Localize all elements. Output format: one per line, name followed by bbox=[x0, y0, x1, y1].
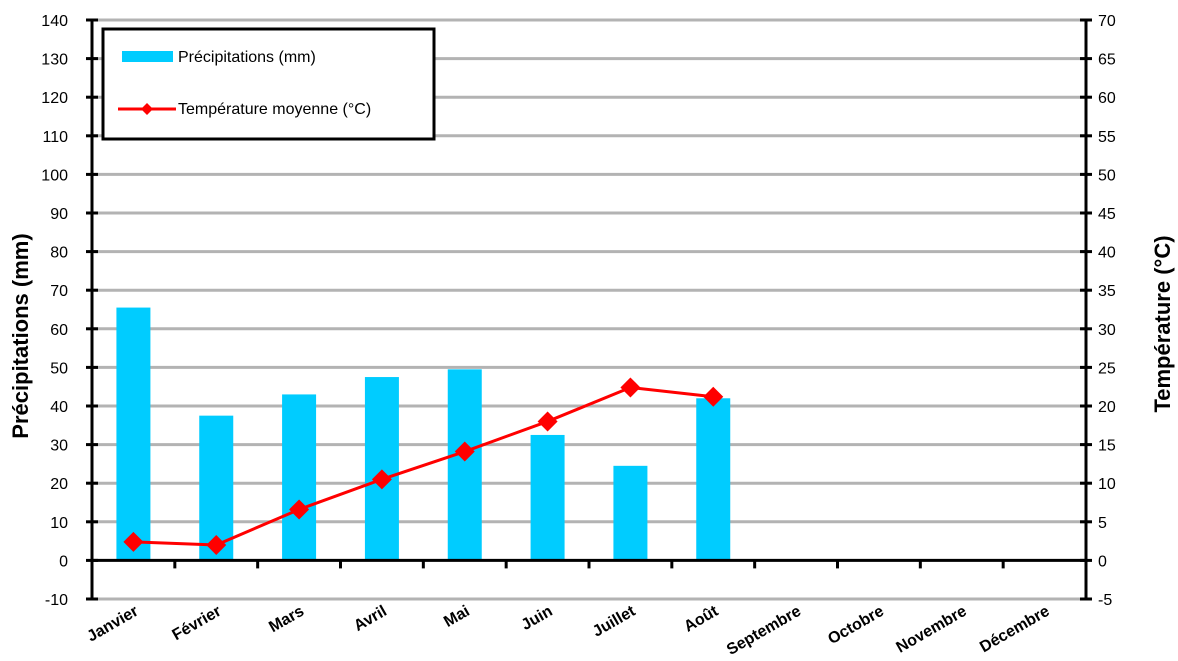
x-tick-label: Juin bbox=[519, 603, 556, 634]
bar-precipitations bbox=[530, 434, 565, 561]
y-tick-label: 70 bbox=[50, 283, 68, 300]
legend-swatch-precipitations bbox=[122, 51, 173, 62]
y2-tick-label: 70 bbox=[1098, 13, 1116, 30]
y-tick-label: -10 bbox=[45, 592, 68, 609]
x-tick-label: Avril bbox=[351, 603, 390, 635]
bar-precipitations bbox=[613, 465, 648, 561]
x-tick-label: Août bbox=[681, 602, 722, 635]
legend-swatch-temperature-marker bbox=[141, 103, 153, 115]
y2-tick-label: 60 bbox=[1098, 90, 1116, 107]
y2-tick-label: 35 bbox=[1098, 283, 1116, 300]
y-axis-title: Précipitations (mm) bbox=[8, 233, 33, 438]
point-temperature bbox=[703, 386, 724, 407]
y2-tick-label: 65 bbox=[1098, 52, 1116, 69]
x-tick-label: Juillet bbox=[590, 602, 639, 640]
y2-tick-label: 45 bbox=[1098, 206, 1116, 223]
bar-precipitations bbox=[447, 369, 482, 561]
y-tick-label: 30 bbox=[50, 438, 68, 455]
temperature-line bbox=[123, 377, 724, 555]
x-tick-label: Mars bbox=[266, 603, 307, 636]
y-tick-label: 120 bbox=[41, 90, 68, 107]
y2-tick-label: 5 bbox=[1098, 515, 1107, 532]
point-temperature bbox=[454, 441, 475, 462]
y2-tick-label: 40 bbox=[1098, 245, 1116, 262]
bar-precipitations bbox=[282, 394, 317, 561]
point-temperature bbox=[206, 534, 227, 555]
x-tick-label: Février bbox=[170, 603, 225, 644]
legend-label-temperature: Température moyenne (°C) bbox=[178, 101, 371, 118]
y2-tick-label: 15 bbox=[1098, 438, 1116, 455]
bar-precipitations bbox=[696, 398, 731, 561]
point-temperature bbox=[289, 499, 310, 520]
x-tick-label: Octobre bbox=[825, 603, 887, 648]
bar-precipitations bbox=[364, 377, 399, 561]
bar-precipitations bbox=[116, 307, 151, 561]
y2-tick-label: 25 bbox=[1098, 360, 1116, 377]
y-tick-label: 90 bbox=[50, 206, 68, 223]
y2-tick-label: 30 bbox=[1098, 322, 1116, 339]
x-tick-label: Janvier bbox=[84, 603, 141, 646]
y2-tick-label: 10 bbox=[1098, 476, 1116, 493]
axes bbox=[86, 18, 1092, 601]
y-tick-label: 40 bbox=[50, 399, 68, 416]
legend-box bbox=[101, 27, 436, 141]
x-tick-label: Novembre bbox=[893, 603, 969, 657]
point-temperature bbox=[123, 531, 144, 552]
y-tick-label: 80 bbox=[50, 245, 68, 262]
precipitation-bars bbox=[116, 307, 731, 561]
y2-tick-label: -5 bbox=[1098, 592, 1112, 609]
point-temperature bbox=[620, 377, 641, 398]
y-tick-label: 20 bbox=[50, 476, 68, 493]
x-tick-label: Mai bbox=[441, 603, 473, 631]
y-tick-label: 110 bbox=[42, 129, 68, 146]
x-tick-label: Décembre bbox=[977, 603, 1053, 656]
y2-tick-label: 0 bbox=[1098, 553, 1107, 570]
line-temperature bbox=[133, 385, 714, 547]
y-tick-label: 50 bbox=[50, 360, 68, 377]
y2-tick-label: 20 bbox=[1098, 399, 1116, 416]
y2-axis-title: Température (°C) bbox=[1150, 235, 1175, 412]
y2-tick-label: 50 bbox=[1098, 167, 1116, 184]
x-tick-label: Septembre bbox=[724, 603, 804, 659]
y-tick-label: 140 bbox=[41, 13, 68, 30]
legend: Précipitations (mm) Température moyenne … bbox=[101, 27, 436, 141]
point-temperature bbox=[537, 411, 558, 432]
y-tick-label: 10 bbox=[50, 515, 68, 532]
y2-tick-label: 55 bbox=[1098, 129, 1116, 146]
y-tick-label: 100 bbox=[41, 167, 68, 184]
y-tick-label: 0 bbox=[59, 553, 68, 570]
legend-label-precipitations: Précipitations (mm) bbox=[178, 49, 316, 66]
y-tick-label: 130 bbox=[41, 52, 68, 69]
point-temperature bbox=[371, 469, 392, 490]
y-tick-label: 60 bbox=[50, 322, 68, 339]
